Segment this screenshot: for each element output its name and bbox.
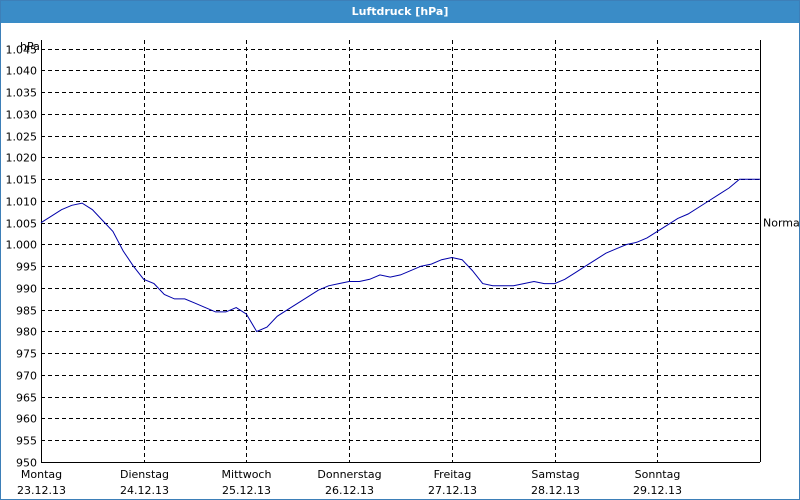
x-tick-day: Samstag — [531, 468, 579, 481]
x-tick-date: 27.12.13 — [428, 484, 477, 497]
y-tick-label: 975 — [16, 348, 37, 361]
y-tick-label: 1.000 — [6, 239, 38, 252]
y-tick-label: 1.040 — [6, 65, 38, 78]
y-axis: 950 955 960 965 970 975 980 985 990 995 1.000 1.005… — [6, 44, 38, 470]
y-tick-label: 955 — [16, 435, 37, 448]
x-tick-day: Freitag — [434, 468, 472, 481]
y-tick-label: 1.015 — [6, 174, 38, 187]
x-tick-date: 23.12.13 — [17, 484, 66, 497]
y-tick-label: 1.025 — [6, 131, 38, 144]
y-tick-label: 1.005 — [6, 218, 38, 231]
x-tick-day: Dienstag — [120, 468, 169, 481]
y-tick-label: 970 — [16, 370, 37, 383]
y-axis-label: hPa — [20, 40, 40, 53]
grid — [41, 40, 760, 462]
y-tick-label: 960 — [16, 413, 37, 426]
window-title: Luftdruck [hPa] — [1, 1, 799, 23]
x-tick-day: Mittwoch — [222, 468, 272, 481]
series-line — [40, 178, 760, 333]
y-tick-label: 995 — [16, 261, 37, 274]
x-tick-date: 28.12.13 — [531, 484, 580, 497]
y-tick-label: 965 — [16, 392, 37, 405]
y-tick-label: 1.045 — [6, 44, 38, 57]
x-tick-date: 29.12.13 — [633, 484, 682, 497]
x-tick-day: Sonntag — [635, 468, 681, 481]
y-tick-label: 1.030 — [6, 109, 38, 122]
annotation-normal: Normal — [763, 217, 800, 230]
y-tick-label: 980 — [16, 326, 37, 339]
plot-frame — [41, 40, 761, 463]
y-tick-label: 1.035 — [6, 87, 38, 100]
y-tick-label: 990 — [16, 283, 37, 296]
x-tick-date: 26.12.13 — [325, 484, 374, 497]
y-tick-label: 985 — [16, 305, 37, 318]
y-tick-label: 1.020 — [6, 152, 38, 165]
y-tick-label: 950 — [16, 457, 37, 470]
x-tick-date: 25.12.13 — [222, 484, 271, 497]
x-tick-day: Montag — [21, 468, 62, 481]
y-tick-label: 1.010 — [6, 196, 38, 209]
x-tick-date: 24.12.13 — [120, 484, 169, 497]
x-tick-day: Donnerstag — [317, 468, 381, 481]
x-axis: Montag 23.12.13 Dienstag 24.12.13 Mittwoch 25… — [17, 468, 682, 497]
